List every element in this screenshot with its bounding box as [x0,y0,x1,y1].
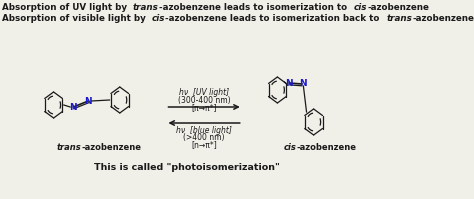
Text: N: N [84,97,92,105]
Text: -azobenzene leads to isomerization back to: -azobenzene leads to isomerization back … [165,14,383,23]
Text: -azobenzene: -azobenzene [82,143,142,152]
Text: hν  [blue light]: hν [blue light] [176,126,232,135]
Text: hν  [UV light]: hν [UV light] [179,88,229,97]
Text: (300-400 nm): (300-400 nm) [178,96,230,105]
Text: Absorption of UV light by: Absorption of UV light by [2,3,130,12]
Text: cis: cis [152,14,165,23]
Text: -azobenzene: -azobenzene [413,14,474,23]
Text: [π→π*]: [π→π*] [191,103,217,112]
Text: N: N [299,79,306,89]
Text: -azobenzene leads to isomerization to: -azobenzene leads to isomerization to [159,3,350,12]
Text: -azobenzene: -azobenzene [367,3,429,12]
Text: Absorption of visible light by: Absorption of visible light by [2,14,149,23]
Text: (>400 nm): (>400 nm) [183,133,225,142]
Text: trans: trans [133,3,158,12]
Text: [n→π*]: [n→π*] [191,140,217,149]
Text: cis: cis [353,3,367,12]
Text: cis: cis [284,143,297,152]
Text: N: N [285,78,293,88]
Text: This is called "photoisomerization": This is called "photoisomerization" [94,163,280,172]
Text: -azobenzene: -azobenzene [297,143,357,152]
Text: N: N [70,102,77,111]
Text: trans: trans [386,14,412,23]
Text: trans: trans [57,143,82,152]
